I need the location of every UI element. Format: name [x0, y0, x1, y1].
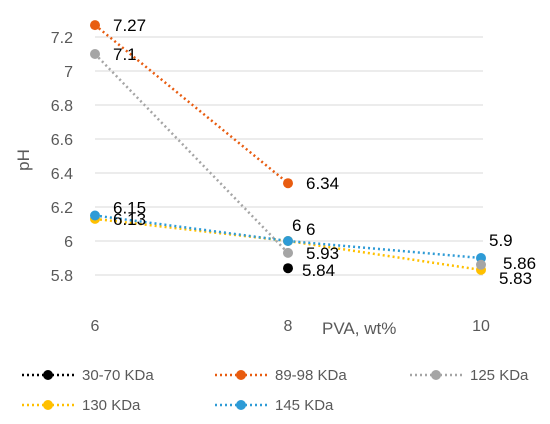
x-axis-title: PVA, wt%: [322, 319, 396, 338]
x-tick-label: 10: [472, 318, 490, 335]
y-axis-title: pH: [14, 149, 33, 171]
data-label: 6.15: [113, 199, 146, 218]
y-tick-label: 6.8: [51, 98, 73, 115]
legend-marker: [43, 400, 53, 410]
data-point: [90, 210, 100, 221]
legend-marker: [236, 400, 246, 410]
data-point: [476, 259, 486, 270]
data-point: [90, 20, 100, 31]
y-tick-label: 7.2: [51, 30, 73, 47]
legend: 30-70 KDa 89-98 KDa 125 KDa 130 KDa 145 KDa: [22, 367, 529, 414]
x-tick-label: 6: [91, 318, 100, 335]
data-label: 5.84: [302, 261, 335, 280]
data-point: [283, 263, 293, 274]
data-point: [283, 236, 293, 246]
data-labels: 5.84 7.27 6.34 7.1 5.93 6.13 6 5.83 6.15 6 5.9 5.86: [113, 16, 536, 288]
data-label: 6: [306, 220, 315, 239]
x-axis-ticks: 6 8 10: [91, 318, 490, 335]
legend-marker: [431, 370, 441, 380]
legend-label: 125 KDa: [470, 367, 529, 384]
data-point: [90, 49, 100, 59]
legend-marker: [43, 370, 53, 380]
data-label: 5.93: [306, 244, 339, 263]
series-line: [94, 53, 289, 254]
x-tick-label: 8: [284, 318, 293, 335]
data-point: [283, 247, 293, 258]
data-points: [90, 20, 486, 275]
data-label: 7.1: [113, 45, 137, 64]
data-label: 6.13: [113, 210, 146, 229]
legend-label: 130 KDa: [82, 397, 141, 414]
data-label: 5.9: [489, 231, 513, 250]
y-tick-label: 6: [64, 234, 73, 251]
y-tick-label: 6.2: [51, 200, 73, 217]
data-point: [283, 178, 293, 189]
legend-label: 145 KDa: [275, 397, 334, 414]
gridlines: [95, 36, 483, 276]
y-tick-label: 7: [64, 64, 73, 81]
y-tick-label: 6.4: [51, 166, 73, 183]
data-label: 7.27: [113, 16, 146, 35]
y-tick-label: 6.6: [51, 132, 73, 149]
data-label: 5.86: [503, 254, 536, 273]
data-label: 5.83: [499, 269, 532, 288]
legend-marker: [236, 370, 246, 380]
y-axis-ticks: 5.8 6 6.2 6.4 6.6 6.8 7 7.2: [51, 30, 73, 285]
series-line: [94, 24, 289, 185]
series-lines: [94, 24, 482, 272]
data-label: 6: [292, 216, 301, 235]
legend-label: 89-98 KDa: [275, 367, 347, 384]
legend-label: 30-70 KDa: [82, 367, 154, 384]
data-label: 6.34: [306, 174, 339, 193]
y-tick-label: 5.8: [51, 268, 73, 285]
